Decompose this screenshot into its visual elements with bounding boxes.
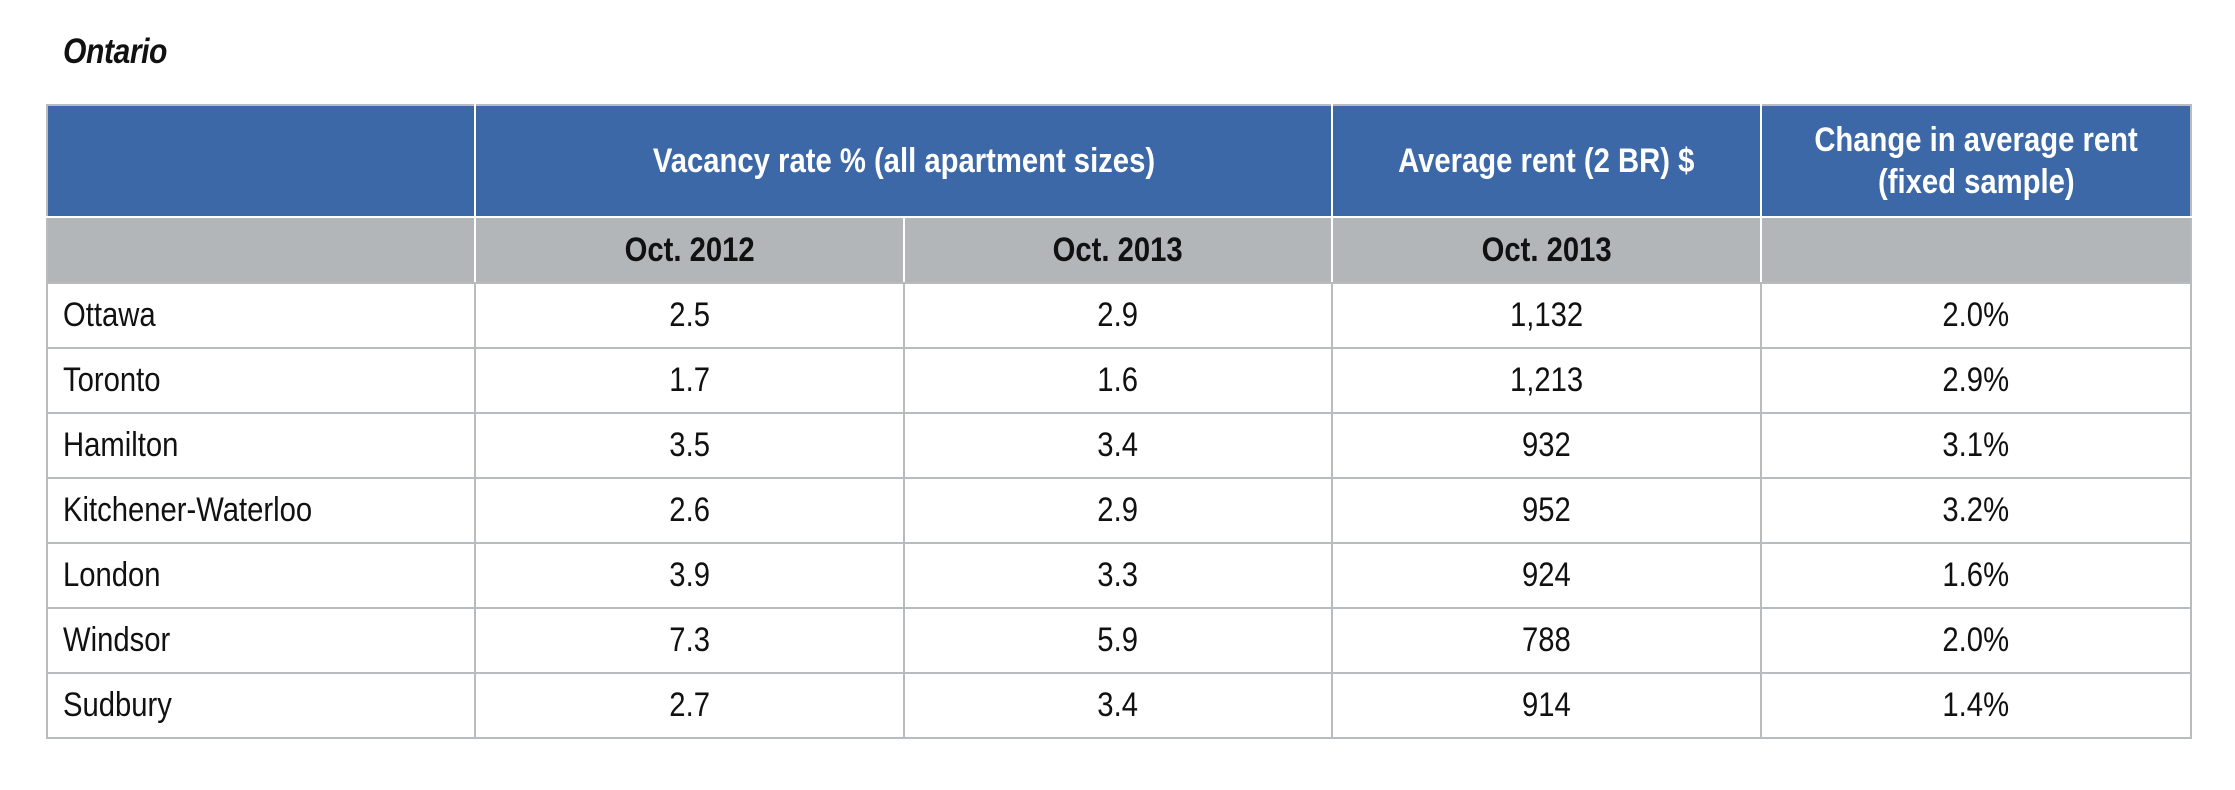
cell-city-text: Ottawa	[63, 296, 156, 334]
cell-rent-change: 2.9%	[1760, 347, 2193, 414]
cell-city-text: Windsor	[63, 621, 171, 659]
cell-average-rent-text: 924	[1522, 556, 1571, 594]
cell-vacancy-2013: 3.4	[902, 412, 1334, 479]
subheader-vacancy-2012-label: Oct. 2012	[624, 230, 755, 269]
cell-vacancy-2012-text: 1.7	[669, 361, 710, 399]
header-city	[46, 104, 476, 218]
cell-city: London	[46, 542, 476, 609]
header-rent-change-line2: (fixed sample)	[1877, 163, 2075, 201]
cell-vacancy-2013-text: 3.4	[1097, 686, 1139, 724]
header-vacancy-rate-label: Vacancy rate % (all apartment sizes)	[652, 142, 1155, 180]
cell-city-text: Sudbury	[63, 686, 172, 724]
cell-vacancy-2012: 3.5	[474, 412, 905, 479]
cell-rent-change-text: 2.0%	[1942, 621, 2010, 659]
cell-rent-change-text: 2.0%	[1942, 296, 2010, 334]
cell-rent-change: 1.6%	[1760, 542, 2193, 609]
cell-average-rent-text: 914	[1522, 686, 1571, 724]
subheader-vacancy-2013-label: Oct. 2013	[1052, 230, 1184, 269]
cell-average-rent: 932	[1331, 412, 1763, 479]
cell-vacancy-2013: 5.9	[902, 607, 1334, 674]
cell-vacancy-2012-text: 2.5	[669, 296, 710, 334]
cell-rent-change-text: 3.1%	[1942, 426, 2010, 464]
table-subheader-row: Oct. 2012 Oct. 2013 Oct. 2013	[46, 216, 2193, 284]
cell-vacancy-2013-text: 2.9	[1097, 491, 1139, 529]
table-row: London 3.9 3.3 924 1.6%	[46, 542, 2193, 609]
cell-vacancy-2012-text: 2.7	[669, 686, 710, 724]
cell-rent-change: 1.4%	[1760, 672, 2193, 739]
cell-vacancy-2012: 2.6	[474, 477, 905, 544]
cell-vacancy-2013-text: 3.4	[1097, 426, 1139, 464]
cell-average-rent: 924	[1331, 542, 1763, 609]
cell-city-text: London	[63, 556, 161, 594]
cell-city-text: Hamilton	[63, 426, 179, 464]
page-title: Ontario	[63, 32, 168, 71]
cell-rent-change-text: 1.6%	[1942, 556, 2010, 594]
cell-vacancy-2013-text: 2.9	[1097, 296, 1139, 334]
cell-city: Toronto	[46, 347, 476, 414]
header-average-rent: Average rent (2 BR) $	[1331, 104, 1763, 218]
cell-vacancy-2013: 1.6	[902, 347, 1334, 414]
table-row: Windsor 7.3 5.9 788 2.0%	[46, 607, 2193, 674]
subheader-vacancy-2012: Oct. 2012	[474, 216, 905, 284]
cell-vacancy-2012-text: 3.5	[669, 426, 710, 464]
cell-vacancy-2013-text: 3.3	[1097, 556, 1139, 594]
cell-city: Sudbury	[46, 672, 476, 739]
table-row: Toronto 1.7 1.6 1,213 2.9%	[46, 347, 2193, 414]
cell-average-rent: 952	[1331, 477, 1763, 544]
cell-city: Windsor	[46, 607, 476, 674]
table-row: Kitchener-Waterloo 2.6 2.9 952 3.2%	[46, 477, 2193, 544]
subheader-rent-2013-label: Oct. 2013	[1481, 230, 1612, 269]
cell-rent-change: 3.1%	[1760, 412, 2193, 479]
cell-vacancy-2012-text: 2.6	[669, 491, 710, 529]
table-row: Hamilton 3.5 3.4 932 3.1%	[46, 412, 2193, 479]
cell-vacancy-2012-text: 3.9	[669, 556, 710, 594]
cell-vacancy-2013-text: 1.6	[1097, 361, 1139, 399]
cell-vacancy-2013: 2.9	[902, 477, 1334, 544]
cell-city-text: Toronto	[63, 361, 161, 399]
cell-rent-change: 2.0%	[1760, 607, 2193, 674]
cell-rent-change-text: 1.4%	[1942, 686, 2010, 724]
cell-vacancy-2013: 3.3	[902, 542, 1334, 609]
cell-vacancy-2012: 3.9	[474, 542, 905, 609]
cell-rent-change-text: 2.9%	[1942, 361, 2010, 399]
table-row: Sudbury 2.7 3.4 914 1.4%	[46, 672, 2193, 739]
table-body: Ottawa 2.5 2.9 1,132 2.0% Toronto 1.7 1.6 1,213 2…	[46, 282, 2193, 739]
cell-vacancy-2012: 1.7	[474, 347, 905, 414]
cell-average-rent: 1,132	[1331, 282, 1763, 349]
cell-city: Ottawa	[46, 282, 476, 349]
cell-average-rent-text: 1,213	[1509, 361, 1584, 399]
cell-vacancy-2013: 2.9	[902, 282, 1334, 349]
cell-average-rent: 914	[1331, 672, 1763, 739]
cell-city-text: Kitchener-Waterloo	[63, 491, 313, 529]
cell-vacancy-2012-text: 7.3	[669, 621, 710, 659]
cell-city: Kitchener-Waterloo	[46, 477, 476, 544]
table-row: Ottawa 2.5 2.9 1,132 2.0%	[46, 282, 2193, 349]
cell-vacancy-2013-text: 5.9	[1097, 621, 1139, 659]
cell-vacancy-2012: 7.3	[474, 607, 905, 674]
header-average-rent-label: Average rent (2 BR) $	[1398, 142, 1695, 180]
cell-rent-change-text: 3.2%	[1942, 491, 2010, 529]
cell-city: Hamilton	[46, 412, 476, 479]
table-header-row: Vacancy rate % (all apartment sizes) Ave…	[46, 104, 2193, 218]
subheader-vacancy-2013: Oct. 2013	[902, 216, 1334, 284]
subheader-rent-2013: Oct. 2013	[1331, 216, 1763, 284]
cell-rent-change: 2.0%	[1760, 282, 2193, 349]
cell-vacancy-2012: 2.5	[474, 282, 905, 349]
cell-rent-change: 3.2%	[1760, 477, 2193, 544]
rental-market-table: Vacancy rate % (all apartment sizes) Ave…	[46, 104, 2193, 739]
cell-average-rent: 788	[1331, 607, 1763, 674]
cell-average-rent: 1,213	[1331, 347, 1763, 414]
cell-average-rent-text: 952	[1522, 491, 1571, 529]
subheader-change	[1760, 216, 2193, 284]
cell-vacancy-2013: 3.4	[902, 672, 1334, 739]
cell-average-rent-text: 932	[1522, 426, 1571, 464]
cell-vacancy-2012: 2.7	[474, 672, 905, 739]
header-rent-change: Change in average rent (fixed sample)	[1760, 104, 2193, 218]
header-vacancy-rate: Vacancy rate % (all apartment sizes)	[473, 104, 1334, 218]
cell-average-rent-text: 1,132	[1509, 296, 1584, 334]
header-rent-change-line1: Change in average rent	[1814, 121, 2138, 159]
cell-average-rent-text: 788	[1522, 621, 1571, 659]
subheader-city	[46, 216, 476, 284]
